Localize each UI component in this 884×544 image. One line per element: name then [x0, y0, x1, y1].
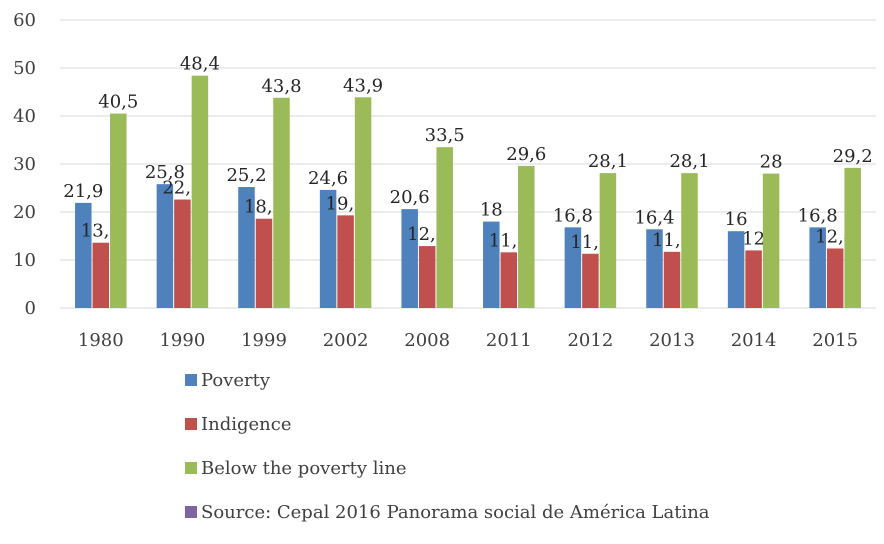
bar-poverty: [319, 189, 337, 308]
bar-indigence: [745, 250, 762, 308]
data-label: 16,4: [634, 207, 674, 228]
data-label: 16: [725, 209, 748, 230]
data-label: 16,8: [553, 205, 593, 226]
bar-poverty: [483, 221, 500, 308]
y-tick-label: 50: [13, 58, 36, 79]
data-label: 20,6: [390, 187, 430, 208]
y-tick-label: 10: [13, 250, 36, 271]
data-label: 28,1: [669, 151, 709, 172]
legend-item-source: Source: Cepal 2016 Panorama social de Am…: [185, 500, 710, 524]
bar-below-the-poverty-line: [191, 75, 209, 309]
legend-label-source: Source: Cepal 2016 Panorama social de Am…: [201, 501, 710, 523]
data-label: 25,8: [145, 162, 185, 183]
data-label: 28: [760, 152, 783, 173]
y-tick-label: 20: [13, 202, 36, 223]
bar-indigence: [174, 199, 191, 308]
data-label: 43,8: [261, 76, 301, 97]
bar-indigence: [826, 248, 844, 308]
bar-indigence: [255, 218, 273, 308]
legend-item-poverty: Poverty: [185, 368, 710, 392]
bar-indigence: [582, 253, 599, 308]
bar-poverty: [238, 187, 255, 308]
x-tick-label: 2008: [404, 330, 450, 351]
data-label: 33,5: [425, 125, 465, 146]
x-tick-label: 2011: [486, 330, 532, 351]
data-label: 16,8: [798, 205, 838, 226]
bar-poverty: [156, 184, 174, 308]
data-label: 40,5: [98, 92, 138, 113]
legend-item-indigence: Indigence: [185, 412, 710, 436]
data-label: 18: [480, 200, 503, 221]
bar-below-the-poverty-line: [762, 173, 780, 308]
bar-poverty: [727, 231, 745, 308]
bar-below-the-poverty-line: [518, 165, 535, 308]
bar-below-the-poverty-line: [681, 173, 698, 308]
legend-swatch-indigence: [185, 418, 197, 430]
bar-indigence: [500, 252, 518, 308]
bar-poverty: [564, 227, 582, 308]
legend-swatch-source: [185, 506, 197, 518]
y-tick-label: 30: [13, 154, 36, 175]
legend: Poverty Indigence Below the poverty line…: [185, 368, 710, 544]
data-label: 28,1: [588, 151, 628, 172]
x-tick-label: 2002: [323, 330, 369, 351]
bar-below-the-poverty-line: [273, 97, 290, 308]
bar-indigence: [337, 215, 354, 308]
legend-label-poverty: Poverty: [201, 369, 271, 391]
x-tick-label: 2015: [812, 330, 858, 351]
bar-indigence: [663, 251, 681, 308]
data-label: 12: [742, 228, 765, 249]
data-label: 29,6: [506, 144, 546, 165]
bar-poverty: [809, 227, 826, 308]
x-tick-label: 1999: [241, 330, 287, 351]
data-label: 29,2: [833, 146, 873, 167]
bar-poverty: [75, 202, 92, 308]
bar-indigence: [92, 242, 110, 308]
y-tick-label: 40: [13, 106, 36, 127]
bar-below-the-poverty-line: [599, 173, 617, 308]
legend-item-below-poverty-line: Below the poverty line: [185, 456, 710, 480]
x-tick-label: 1990: [159, 330, 205, 351]
data-label: 25,2: [226, 165, 266, 186]
data-label: 43,9: [343, 75, 383, 96]
legend-swatch-below-poverty-line: [185, 462, 197, 474]
bar-below-the-poverty-line: [354, 97, 372, 308]
bar-below-the-poverty-line: [436, 147, 453, 308]
x-tick-label: 1980: [78, 330, 124, 351]
data-label: 21,9: [63, 181, 103, 202]
y-tick-label: 60: [13, 10, 36, 31]
bar-below-the-poverty-line: [844, 167, 861, 308]
data-label: 48,4: [180, 54, 220, 75]
x-tick-label: 2013: [649, 330, 695, 351]
x-tick-label: 2012: [567, 330, 613, 351]
data-label: 24,6: [308, 168, 348, 189]
bar-indigence: [418, 246, 436, 308]
legend-label-indigence: Indigence: [201, 413, 292, 435]
bar-poverty: [401, 209, 418, 308]
bar-chart: 0102030405060198021,913,640,5199025,822,…: [13, 10, 876, 351]
y-tick-label: 0: [25, 298, 36, 319]
legend-swatch-poverty: [185, 374, 197, 386]
x-tick-label: 2014: [731, 330, 777, 351]
bar-poverty: [646, 229, 663, 308]
bar-below-the-poverty-line: [110, 113, 127, 308]
chart-root: 0 10 20 30 40 50 60 1980 21,9 13,6 40,5 1990 25,8 22,…: [13, 10, 876, 523]
legend-label-below-poverty-line: Below the poverty line: [201, 457, 407, 479]
